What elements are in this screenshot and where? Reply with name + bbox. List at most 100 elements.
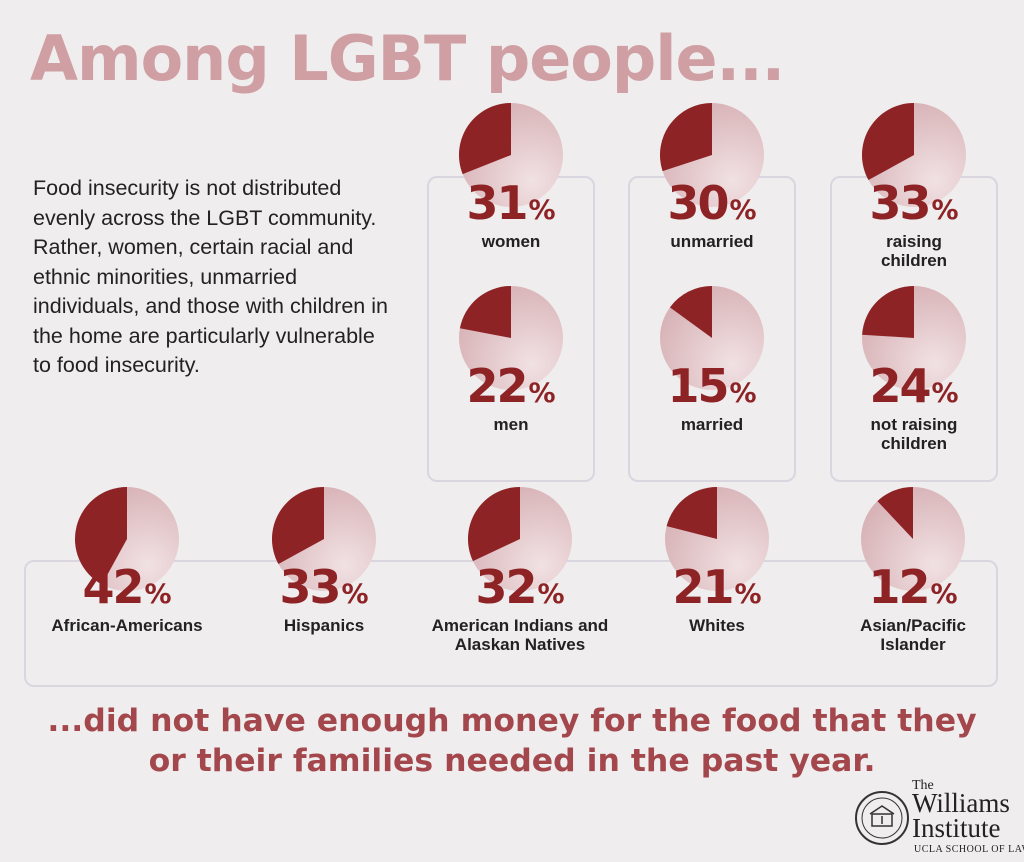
category-label: African-Americans [37,616,217,635]
category-label-line: women [481,232,541,251]
percent-value: 15% [622,363,802,420]
stat-hispanics: 33% Hispanics [234,487,414,635]
category-label-line: not raising [870,415,958,434]
category-label-line: unmarried [670,232,754,251]
williams-institute-logo: The Williams Institute UCLA SCHOOL OF LA… [852,778,1024,860]
stat-american-indians-and-alaskan-natives: 32% American Indians and Alaskan Natives [430,487,610,654]
category-label-line: Hispanics [283,616,365,635]
seal-icon [855,791,909,845]
stat-asian-pacific-islander: 12% Asian/Pacific Islander [823,487,1003,654]
pie-married [660,286,764,390]
category-label-line: Alaskan Natives [454,635,586,654]
pie-slice [468,487,520,562]
percent-number: 33 [279,560,341,614]
category-label: unmarried [622,232,802,251]
category-label: Asian/Pacific Islander [823,616,1003,654]
pie-slice [75,487,127,585]
category-label: married [622,415,802,434]
pie-not-raising-children [862,286,966,390]
category-label-line: married [680,415,744,434]
percent-sign: % [144,579,172,610]
pie-slice [660,103,712,172]
percent-number: 33 [869,176,931,230]
pie-slice [862,286,914,338]
pie-american-indians-and-alaskan-natives [468,487,572,591]
percent-sign: % [931,195,959,226]
stat-unmarried: 30% unmarried [622,103,802,251]
category-label: American Indians and Alaskan Natives [430,616,610,654]
percent-value: 31% [421,180,601,237]
stat-married: 15% married [622,286,802,434]
page-title: Among LGBT people... [30,22,785,95]
pie-slice [877,487,913,539]
percent-sign: % [537,579,565,610]
logo-school: UCLA SCHOOL OF LAW [914,844,1024,855]
category-label: Whites [627,616,807,635]
pie-whites [665,487,769,591]
percent-sign: % [930,579,958,610]
footnote-line-1: ...did not have enough money for the foo… [47,703,977,739]
stat-not-raising-children: 24% not raising children [824,286,1004,453]
percent-sign: % [729,195,757,226]
stat-african-americans: 42% African-Americans [37,487,217,635]
percent-number: 22 [466,359,528,413]
percent-value: 22% [421,363,601,420]
percent-sign: % [528,378,556,409]
percent-sign: % [528,195,556,226]
percent-value: 42% [37,564,217,621]
pie-slice [862,103,914,181]
category-label-line: children [880,251,948,270]
category-label: men [421,415,601,434]
percent-number: 30 [667,176,729,230]
category-label-line: children [880,434,948,453]
category-label-line: African-Americans [51,616,203,635]
logo-name-1: Williams [912,788,1010,818]
footnote-line-2: or their families needed in the past yea… [148,743,876,779]
category-label: women [421,232,601,251]
percent-number: 24 [869,359,931,413]
percent-value: 33% [234,564,414,621]
percent-number: 12 [868,560,930,614]
percent-value: 12% [823,564,1003,621]
percent-value: 21% [627,564,807,621]
logo-the: The [912,778,934,793]
pie-hispanics [272,487,376,591]
percent-number: 21 [672,560,734,614]
percent-value: 33% [824,180,1004,237]
category-label: raising children [824,232,1004,270]
pie-raising-children [862,103,966,207]
pie-men [459,286,563,390]
percent-sign: % [729,378,757,409]
percent-number: 31 [466,176,528,230]
stat-whites: 21% Whites [627,487,807,635]
logo-name-2: Institute [912,813,1001,843]
pie-unmarried [660,103,764,207]
stat-raising-children: 33% raising children [824,103,1004,270]
category-label-line: Islander [880,635,946,654]
percent-number: 15 [667,359,729,413]
percent-sign: % [734,579,762,610]
pie-women [459,103,563,207]
pie-slice [666,487,717,539]
stat-women: 31% women [421,103,601,251]
pie-slice [669,286,712,338]
category-label-line: men [493,415,529,434]
percent-value: 30% [622,180,802,237]
category-label-line: raising [886,232,942,251]
percent-value: 32% [430,564,610,621]
category-label-line: American Indians and [431,616,609,635]
percent-number: 42 [82,560,144,614]
percent-sign: % [341,579,369,610]
percent-number: 32 [475,560,537,614]
percent-value: 24% [824,363,1004,420]
pie-asian-pacific-islander [861,487,965,591]
pie-slice [272,487,324,565]
percent-sign: % [931,378,959,409]
pie-slice [459,286,511,338]
category-label: not raising children [824,415,1004,453]
intro-text: Food insecurity is not distributed evenl… [33,176,388,377]
pie-slice [459,103,511,175]
category-label-line: Whites [689,616,745,635]
stat-men: 22% men [421,286,601,434]
footnote: ...did not have enough money for the foo… [0,701,1024,781]
